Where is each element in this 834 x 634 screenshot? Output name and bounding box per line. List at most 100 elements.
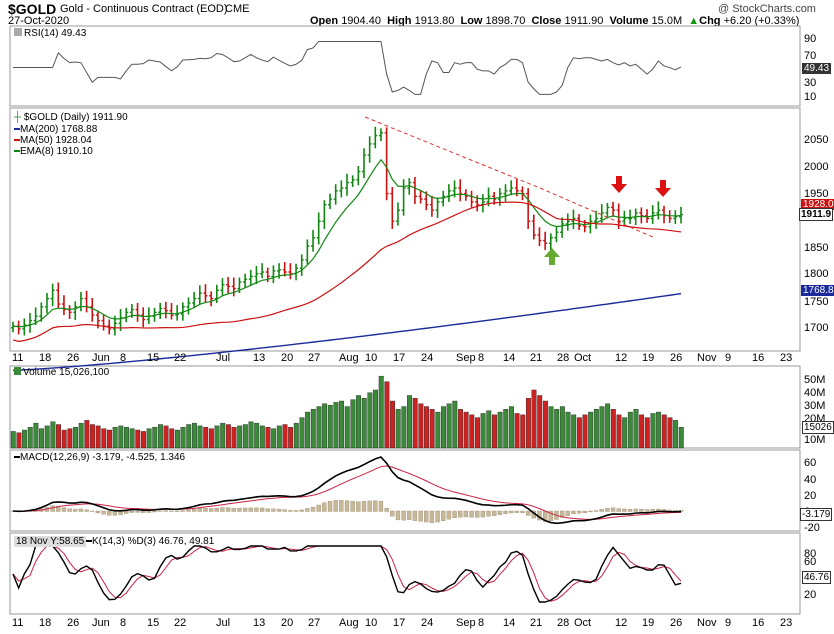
x-axis-label-bottom: 23 <box>780 617 793 629</box>
macd-histogram-bar <box>67 508 72 512</box>
x-axis-label: 8 <box>478 352 485 364</box>
x-axis-label-bottom: 13 <box>253 617 266 629</box>
x-axis-label-bottom: Sep <box>456 617 476 629</box>
macd-histogram-bar <box>610 507 616 512</box>
macd-histogram-bar <box>373 500 378 512</box>
ohlc-bar <box>316 212 321 245</box>
volume-bar <box>61 429 67 449</box>
macd-histogram-bar <box>248 507 253 512</box>
ohlc-bar <box>333 184 338 205</box>
macd-histogram-bar <box>361 501 367 512</box>
volume-bar <box>214 425 220 449</box>
macd-histogram-bar <box>146 510 152 513</box>
volume-legend-icon <box>14 367 21 375</box>
x-axis-label: 9 <box>725 352 732 364</box>
macd-histogram-bar <box>344 500 350 512</box>
ohlc-bar <box>611 201 616 217</box>
ohlc-bar <box>243 273 248 288</box>
ohlc-bar <box>163 301 168 319</box>
down-arrow-icon <box>655 180 671 197</box>
ohlc-bar <box>305 239 310 265</box>
volume-bar <box>197 425 203 449</box>
ohlc-bar <box>192 291 197 308</box>
volume-bar <box>610 409 616 449</box>
ma200-line <box>12 292 682 372</box>
volume-bar <box>33 422 39 449</box>
ohlc-bar <box>254 265 259 285</box>
ohlc-bar <box>378 128 383 142</box>
volume-bar <box>508 406 514 449</box>
trendline-down <box>364 116 541 189</box>
volume-bar <box>407 395 412 449</box>
ohlc-bar <box>390 186 395 229</box>
volume-bar <box>418 403 424 449</box>
open-value: 1904.40 <box>341 15 381 27</box>
macd-histogram-bar <box>526 510 531 516</box>
volume-bar <box>84 420 90 449</box>
volume-bar <box>661 414 667 449</box>
volume-bar <box>191 422 197 449</box>
volume-bar <box>288 427 294 449</box>
x-axis-label: 17 <box>393 352 406 364</box>
volume-bar <box>412 398 418 449</box>
ohlc-bar <box>622 210 627 226</box>
macd-histogram-bar <box>316 504 321 512</box>
volume-bar <box>310 409 316 449</box>
volume-bar <box>50 421 56 449</box>
rsi-tick-90: 90 <box>804 33 817 45</box>
vol-tick-40m: 40M <box>804 387 826 399</box>
ohlc-bar <box>531 214 536 240</box>
stoch-tick-60: 60 <box>804 556 817 568</box>
macd-legend-icon <box>14 456 20 459</box>
volume-bar <box>395 409 401 449</box>
x-axis-label: 12 <box>615 352 628 364</box>
volume-bar <box>401 406 407 449</box>
x-axis-label-bottom: Jul <box>216 617 231 629</box>
ohlc-bar <box>645 209 650 223</box>
ohlc-bar <box>220 278 225 296</box>
volume-bar <box>22 429 28 449</box>
macd-histogram-bar <box>152 510 157 513</box>
ema8-line <box>12 158 682 328</box>
macd-histogram-bar <box>180 510 185 512</box>
x-axis-label: 23 <box>780 352 793 364</box>
volume-bar <box>67 428 73 449</box>
macd-tick-60: 60 <box>804 457 817 469</box>
x-axis-label: 14 <box>503 352 516 364</box>
ohlc-bar <box>458 179 463 202</box>
ma200-swatch <box>14 128 20 131</box>
volume-bar <box>146 428 152 449</box>
ohlc-bar <box>39 302 44 322</box>
x-axis-label: 19 <box>642 352 655 364</box>
macd-histogram-bar <box>644 509 650 512</box>
macd-histogram-bar <box>197 508 202 512</box>
price-tick-1700: 1700 <box>804 322 829 334</box>
ohlc-bar <box>401 179 406 216</box>
macd-histogram-bar <box>627 509 633 512</box>
x-axis-label-bottom: 26 <box>67 617 80 629</box>
volume-bar <box>282 424 288 449</box>
volume-label: Volume 15,026,100 <box>14 367 109 378</box>
volume-bar <box>542 400 548 449</box>
volume-bar <box>576 417 582 449</box>
stoch-legend-icon <box>86 540 92 543</box>
chart-date: 27-Oct-2020 <box>8 15 70 27</box>
macd-histogram-bar <box>220 507 225 512</box>
ohlc-bar <box>605 202 610 219</box>
ohlc-bar <box>628 209 633 224</box>
volume-bar <box>73 427 78 449</box>
volume-bar <box>56 424 61 449</box>
volume-bar <box>208 428 214 449</box>
ohlc-bar <box>339 180 344 198</box>
macd-histogram-bar <box>112 510 118 516</box>
ohlc-bar <box>639 207 644 224</box>
macd-histogram-bar <box>310 506 316 512</box>
macd-histogram-bar <box>390 510 395 517</box>
volume-bar <box>656 411 662 449</box>
rsi-legend-icon <box>14 28 22 36</box>
macd-histogram-bar <box>242 507 248 512</box>
volume-bar <box>520 414 526 449</box>
volume-bar <box>435 411 441 449</box>
ohlc-bar <box>673 210 678 224</box>
